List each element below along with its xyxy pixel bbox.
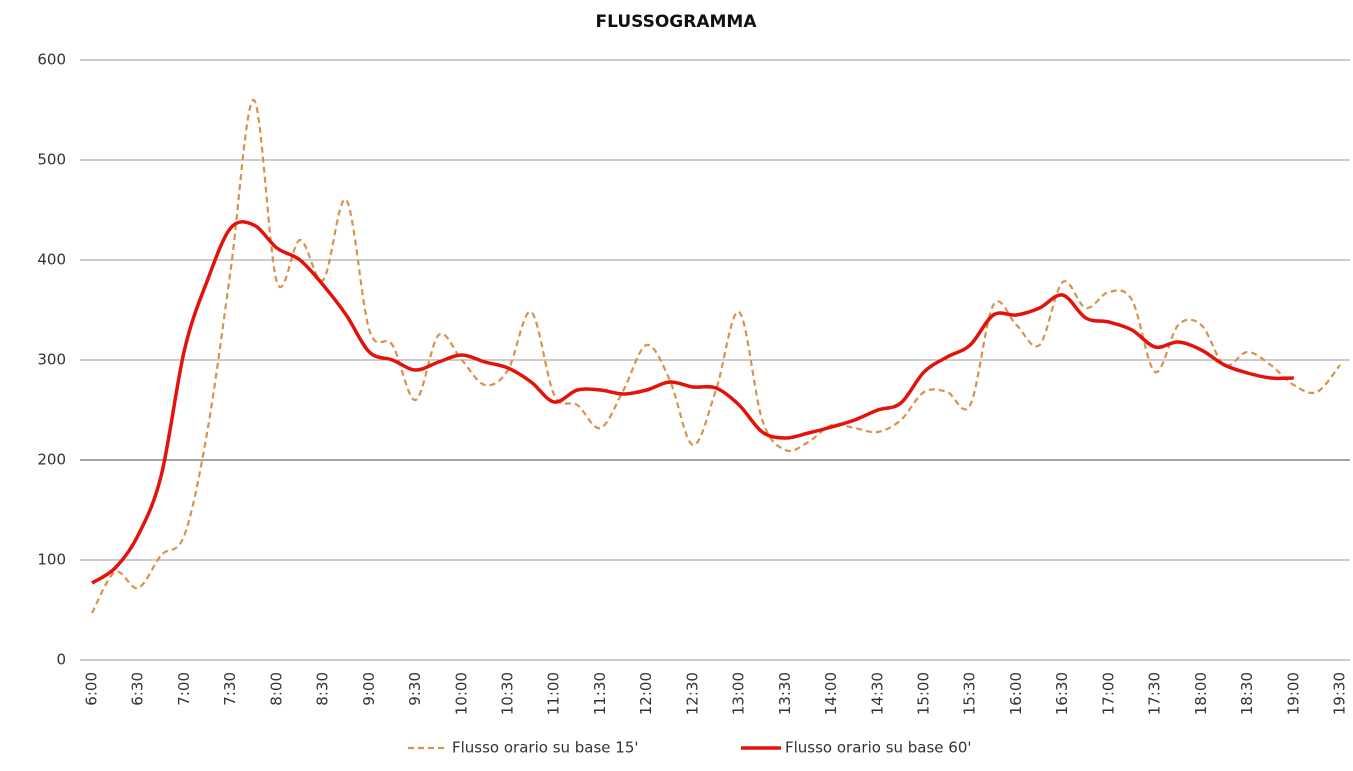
x-tick-label: 18:30 [1238,672,1256,715]
legend-label: Flusso orario su base 60' [785,739,972,757]
x-tick-label: 16:00 [1007,672,1025,715]
x-tick-label: 14:30 [868,672,886,715]
x-tick-label: 19:30 [1331,672,1349,715]
x-tick-label: 12:00 [637,672,655,715]
x-tick-label: 7:00 [175,672,193,706]
x-tick-label: 13:00 [730,672,748,715]
x-tick-label: 6:30 [129,672,147,706]
x-tick-label: 12:30 [683,672,701,715]
y-tick-label: 600 [37,51,66,69]
x-tick-label: 19:00 [1284,672,1302,715]
x-tick-label: 15:30 [961,672,979,715]
x-tick-label: 10:00 [452,672,470,715]
x-tick-label: 9:00 [360,672,378,706]
x-tick-label: 16:30 [1053,672,1071,715]
x-tick-label: 11:00 [545,672,563,715]
x-tick-label: 11:30 [591,672,609,715]
x-tick-label: 17:00 [1099,672,1117,715]
x-tick-label: 8:30 [314,672,332,706]
y-tick-label: 300 [37,351,66,369]
series-line [91,98,1341,614]
series-line [91,220,1294,585]
x-tick-label: 6:00 [83,672,101,706]
x-tick-label: 17:30 [1146,672,1164,715]
x-tick-label: 13:30 [776,672,794,715]
x-tick-label: 9:30 [406,672,424,706]
y-tick-label: 400 [37,251,66,269]
y-tick-label: 200 [37,451,66,469]
chart-title: FLUSSOGRAMMA [595,12,757,32]
x-tick-label: 7:30 [221,672,239,706]
legend-label: Flusso orario su base 15' [452,739,639,757]
x-tick-label: 10:30 [499,672,517,715]
y-tick-label: 0 [56,651,66,669]
x-tick-label: 8:00 [267,672,285,706]
y-tick-label: 500 [37,151,66,169]
x-tick-label: 14:00 [822,672,840,715]
x-tick-label: 18:00 [1192,672,1210,715]
x-tick-label: 15:00 [915,672,933,715]
y-tick-label: 100 [37,551,66,569]
